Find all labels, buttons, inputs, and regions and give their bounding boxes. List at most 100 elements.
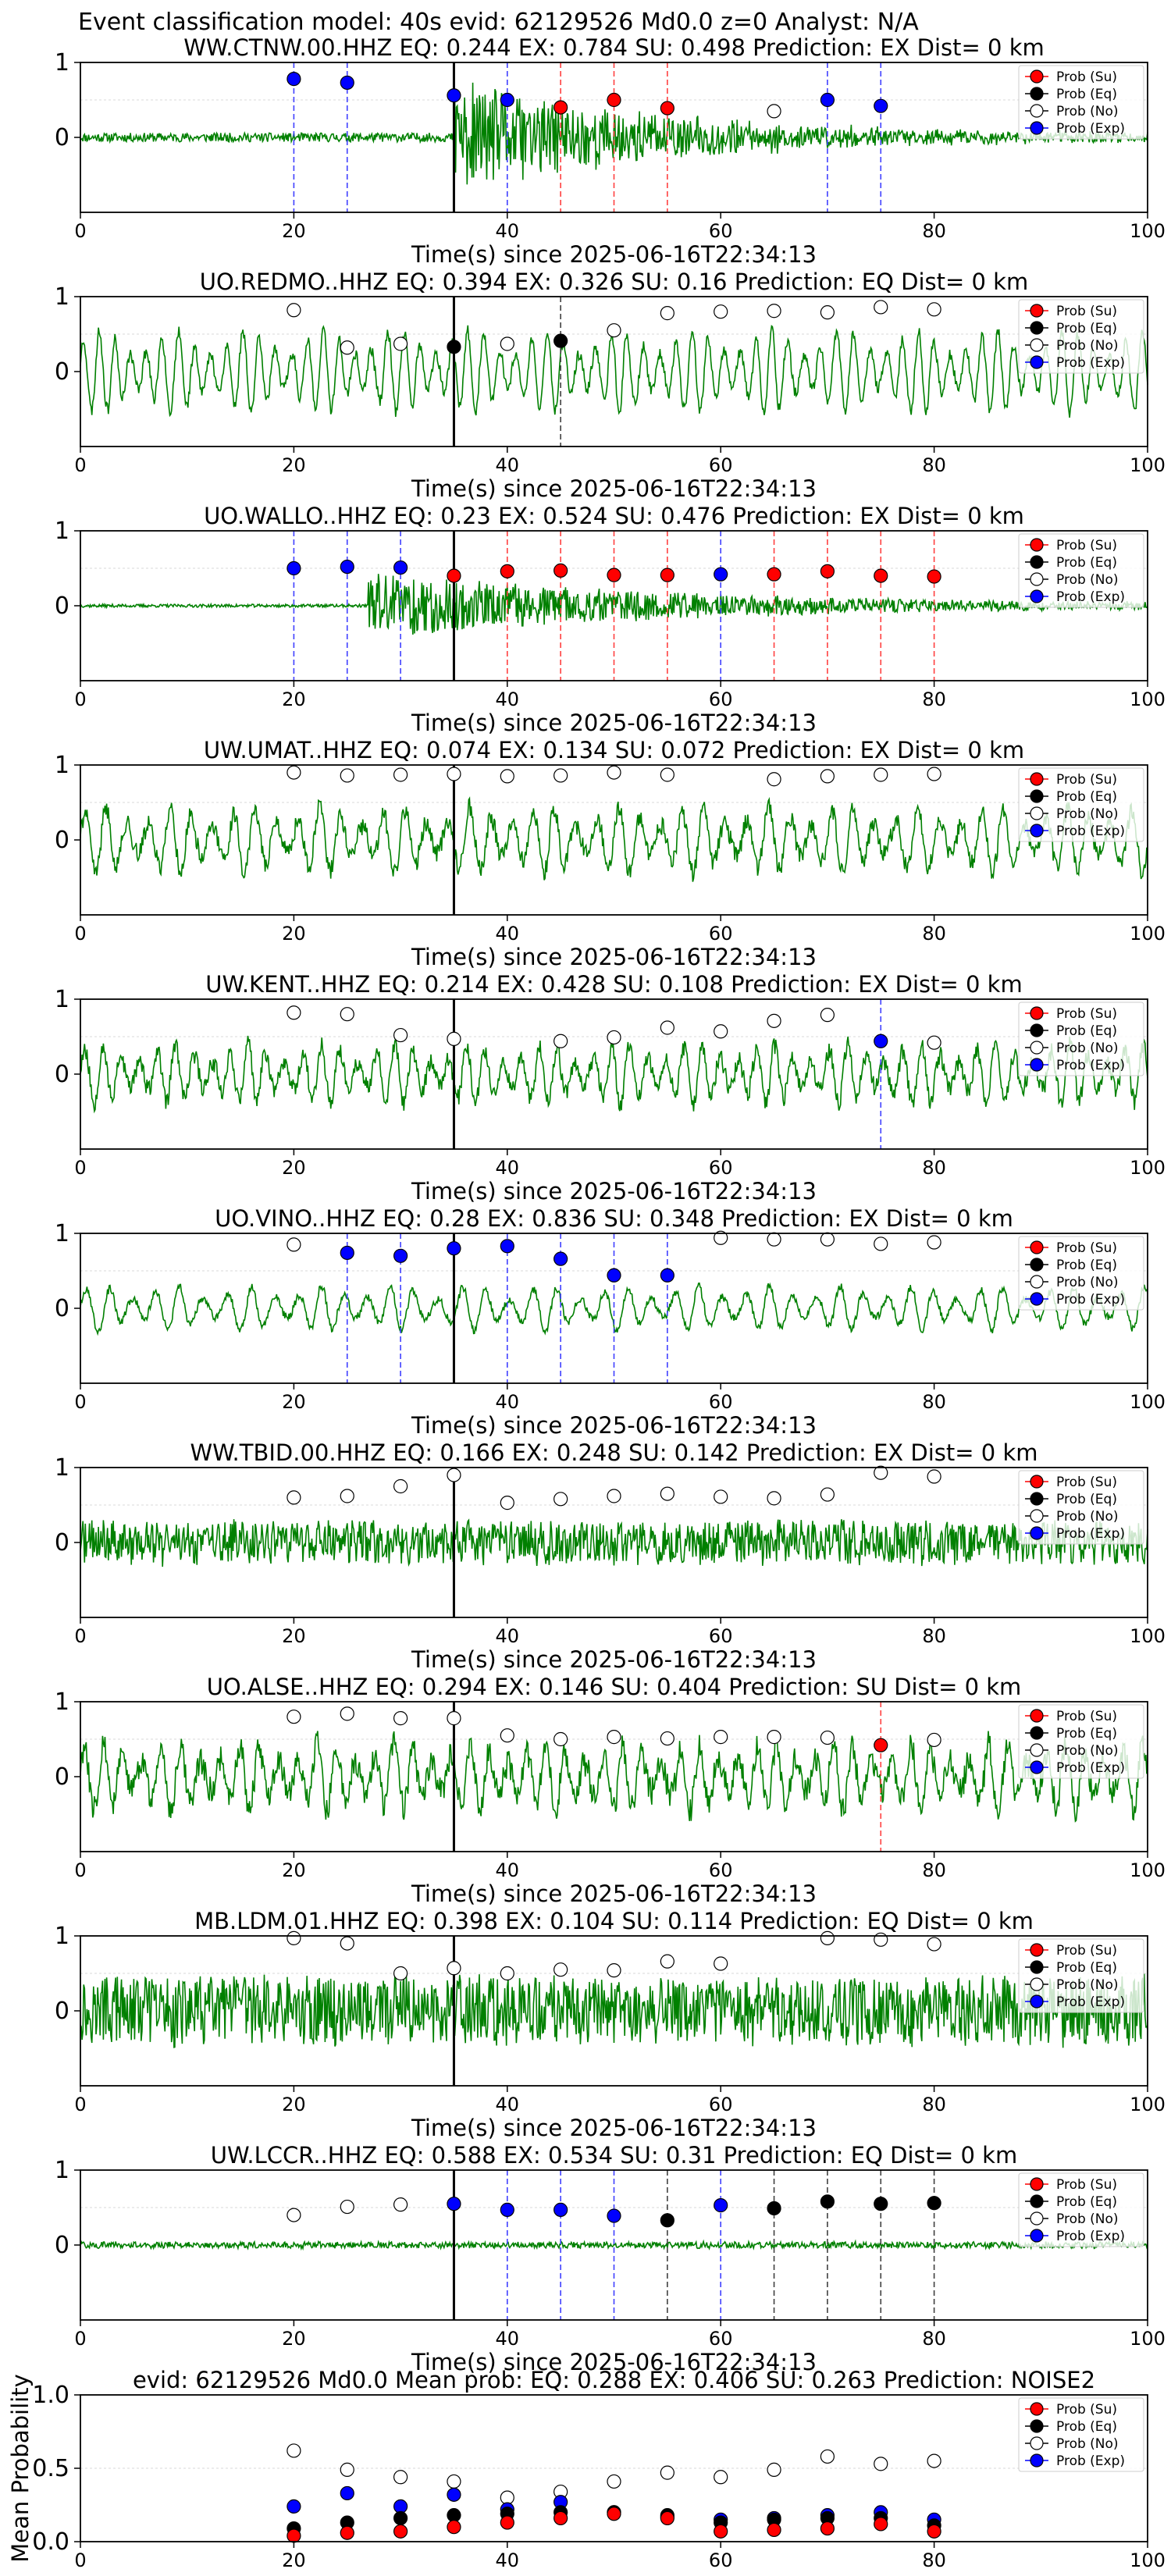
legend-marker-no: [1030, 2211, 1044, 2226]
prob-point-no: [393, 1966, 408, 1981]
prob-point-no: [287, 1237, 301, 1252]
legend-label-su: Prob (Su): [1056, 304, 1117, 319]
legend-marker-no: [1030, 1509, 1044, 1523]
prob-point-no: [660, 1486, 674, 1501]
prob-point-no: [607, 1963, 621, 1978]
legend-marker-no: [1030, 1743, 1044, 1757]
x-axis-label: Time(s) since 2025-06-16T22:34:13: [411, 2349, 817, 2375]
prob-point-no: [927, 1235, 941, 1250]
x-tick-label: 20: [282, 2549, 306, 2571]
station-panel-10: UW.LCCR..HHZ EQ: 0.588 EX: 0.534 SU: 0.3…: [55, 2142, 1166, 2375]
x-tick-label: 80: [922, 2328, 946, 2350]
legend-box: [1018, 1002, 1144, 1076]
legend-label-exp: Prob (Exp): [1056, 2229, 1125, 2244]
x-axis-label: Time(s) since 2025-06-16T22:34:13: [411, 475, 817, 502]
legend-label-exp: Prob (Exp): [1056, 1760, 1125, 1776]
prob-point-no: [287, 2208, 301, 2222]
station-panel-1: WW.CTNW.00.HHZ EQ: 0.244 EX: 0.784 SU: 0…: [55, 34, 1166, 268]
legend-box: [1018, 1938, 1144, 2013]
legend-label-no: Prob (No): [1056, 1509, 1119, 1525]
y-tick-label: 0: [55, 1763, 69, 1791]
x-tick-label: 40: [496, 1391, 520, 1413]
mean-probability-panel: evid: 62129526 Md0.0 Mean prob: EQ: 0.28…: [7, 2367, 1166, 2571]
legend-marker-su: [1030, 2177, 1044, 2191]
prob-point-no: [393, 1027, 408, 1043]
prob-point-no: [500, 1496, 514, 1510]
mean-point-su: [500, 2515, 514, 2530]
panel-title: WW.TBID.00.HHZ EQ: 0.166 EX: 0.248 SU: 0…: [190, 1439, 1038, 1466]
prob-point-no: [607, 323, 621, 338]
prob-point-no: [927, 1469, 941, 1484]
legend-marker-eq: [1030, 555, 1044, 569]
y-tick-label: 0.5: [32, 2455, 69, 2482]
legend-marker-no: [1030, 572, 1044, 586]
prob-point-exp: [500, 2202, 514, 2217]
legend-marker-su: [1030, 304, 1044, 318]
legend-marker-exp: [1030, 2453, 1044, 2467]
y-tick-label: 0: [55, 1061, 69, 1088]
x-axis-label: Time(s) since 2025-06-16T22:34:13: [411, 710, 817, 736]
y-tick-label: 1: [55, 1923, 69, 1950]
x-tick-label: 0: [74, 1157, 86, 1179]
prob-point-no: [820, 769, 835, 784]
prob-point-no: [714, 1024, 728, 1039]
prob-point-no: [287, 303, 301, 318]
prob-point-no: [287, 1005, 301, 1020]
prob-point-no: [714, 1956, 728, 1971]
x-tick-label: 40: [496, 2549, 520, 2571]
x-tick-label: 100: [1130, 1157, 1166, 1179]
prob-point-su: [553, 100, 568, 115]
mean-point-su: [927, 2524, 941, 2539]
prob-point-exp: [447, 1241, 461, 1256]
x-tick-label: 60: [709, 1391, 733, 1413]
legend-marker-eq: [1030, 789, 1044, 803]
prob-point-no: [874, 1932, 888, 1947]
y-tick-label: 1: [55, 1454, 69, 1482]
legend-label-no: Prob (No): [1056, 2211, 1119, 2227]
legend-marker-no: [1030, 806, 1044, 820]
prob-point-no: [393, 767, 408, 782]
mean-point-su: [393, 2524, 408, 2539]
prob-point-exp: [340, 1245, 354, 1261]
prob-point-no: [714, 1230, 728, 1245]
x-tick-label: 0: [74, 923, 86, 945]
plot-area: [80, 765, 1148, 915]
prob-point-no: [874, 767, 888, 782]
legend-label-su: Prob (Su): [1056, 772, 1117, 788]
waveform-trace: [80, 1282, 1148, 1336]
legend-label-su: Prob (Su): [1056, 69, 1117, 85]
legend-marker-su: [1030, 2402, 1044, 2416]
prob-point-no: [393, 2197, 408, 2212]
prob-point-no: [820, 1487, 835, 1502]
legend-marker-su: [1030, 1943, 1044, 1957]
legend-label-su: Prob (Su): [1056, 1240, 1117, 1256]
prob-point-no: [714, 1489, 728, 1504]
y-tick-label: 1: [55, 283, 69, 311]
mean-point-no: [767, 2462, 781, 2477]
legend-label-exp: Prob (Exp): [1056, 824, 1125, 839]
legend-box: [1018, 65, 1144, 140]
legend-label-no: Prob (No): [1056, 1743, 1119, 1759]
y-tick-label: 0.0: [32, 2528, 69, 2556]
legend-label-su: Prob (Su): [1056, 2402, 1117, 2418]
panel-title: UW.LCCR..HHZ EQ: 0.588 EX: 0.534 SU: 0.3…: [211, 2142, 1017, 2169]
legend-box: [1018, 2397, 1144, 2472]
mean-point-su: [447, 2520, 461, 2535]
legend-marker-su: [1030, 69, 1044, 84]
prob-point-no: [874, 1465, 888, 1480]
prob-point-exp: [393, 1248, 408, 1263]
prob-point-no: [874, 300, 888, 315]
legend-label-no: Prob (No): [1056, 2436, 1119, 2452]
legend-marker-no: [1030, 104, 1044, 118]
legend-marker-su: [1030, 1240, 1044, 1254]
prob-point-no: [660, 1731, 674, 1746]
prob-point-no: [447, 1468, 461, 1482]
legend-label-exp: Prob (Exp): [1056, 1526, 1125, 1542]
prob-point-no: [767, 1491, 781, 1506]
x-tick-label: 20: [282, 2094, 306, 2115]
legend-marker-su: [1030, 772, 1044, 786]
prob-point-no: [393, 1478, 408, 1494]
plot-area: [80, 297, 1148, 447]
legend-label-exp: Prob (Exp): [1056, 121, 1125, 137]
prob-point-no: [287, 1710, 301, 1724]
